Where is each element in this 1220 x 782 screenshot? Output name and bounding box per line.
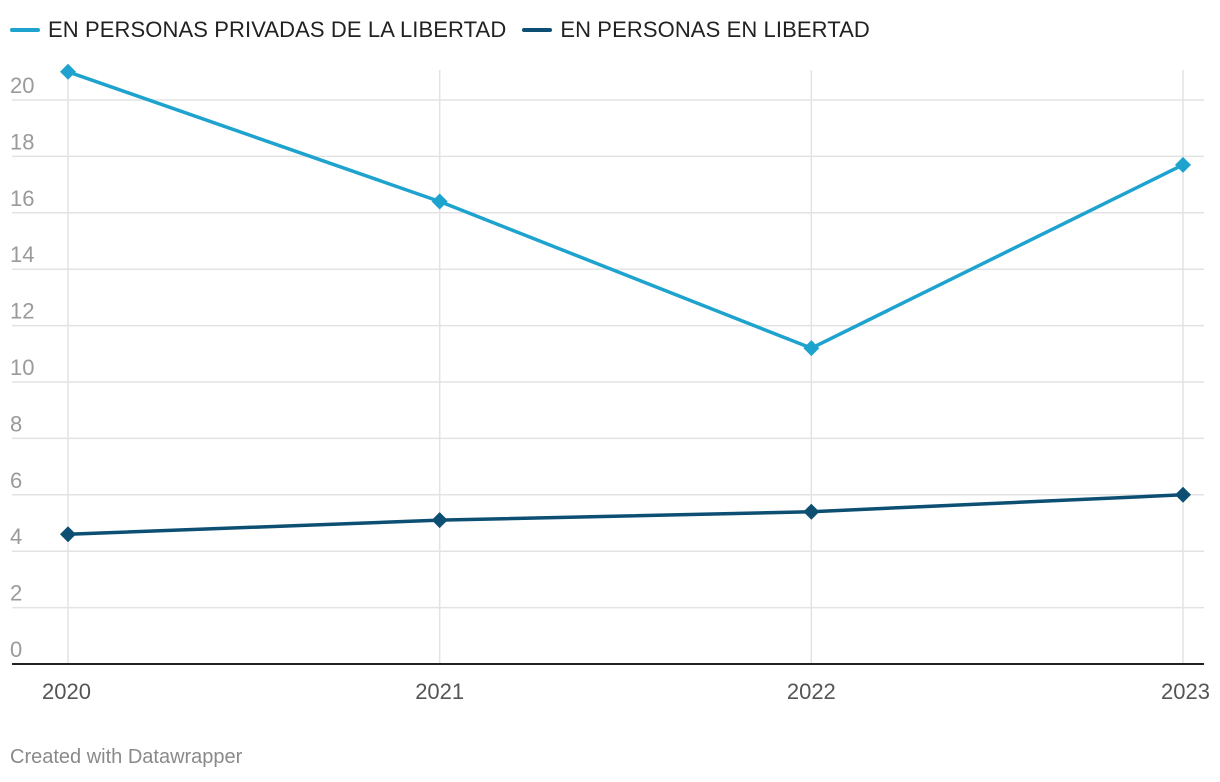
- y-tick-label: 18: [10, 129, 34, 154]
- y-tick-label: 6: [10, 468, 22, 493]
- y-tick-label: 12: [10, 299, 34, 324]
- data-point-marker: [60, 526, 76, 543]
- legend-item-privadas: EN PERSONAS PRIVADAS DE LA LIBERTAD: [10, 17, 506, 43]
- y-axis-ticks: 0 2 4 6 8 10 12 14 16 18 20: [10, 73, 34, 662]
- gridlines: [12, 70, 1204, 664]
- line-chart: 0 2 4 6 8 10 12 14 16 18 20 2020 2021 2022 2023: [10, 63, 1210, 704]
- y-tick-label: 14: [10, 242, 34, 267]
- y-tick-label: 0: [10, 637, 22, 662]
- chart-legend: EN PERSONAS PRIVADAS DE LA LIBERTAD EN P…: [10, 14, 886, 46]
- series-line-1: [66, 493, 1185, 537]
- x-tick-label: 2022: [787, 679, 836, 704]
- series-group: [60, 63, 1191, 543]
- x-tick-label: 2021: [415, 679, 464, 704]
- y-tick-label: 8: [10, 411, 22, 436]
- y-tick-label: 10: [10, 355, 34, 380]
- data-point-marker: [431, 193, 448, 210]
- legend-swatch-privadas: [10, 28, 40, 32]
- data-point-marker: [60, 63, 76, 80]
- y-tick-label: 16: [10, 186, 34, 211]
- legend-swatch-libertad: [522, 28, 553, 32]
- x-tick-label: 2020: [42, 679, 91, 704]
- data-point-marker: [431, 512, 448, 529]
- legend-label-libertad: EN PERSONAS EN LIBERTAD: [560, 17, 870, 42]
- datawrapper-credit: Created with Datawrapper: [10, 746, 243, 768]
- data-point-marker: [1175, 156, 1191, 173]
- x-tick-label: 2023: [1161, 679, 1210, 704]
- x-axis-ticks: 2020 2021 2022 2023: [42, 679, 1210, 704]
- y-tick-label: 20: [10, 73, 34, 98]
- series-line-0: [66, 70, 1185, 350]
- y-tick-label: 2: [10, 581, 22, 606]
- legend-item-libertad: EN PERSONAS EN LIBERTAD: [522, 17, 870, 43]
- data-point-marker: [1175, 486, 1191, 503]
- data-point-marker: [803, 503, 820, 520]
- data-point-marker: [803, 340, 820, 357]
- legend-label-privadas: EN PERSONAS PRIVADAS DE LA LIBERTAD: [48, 17, 507, 42]
- y-tick-label: 4: [10, 524, 22, 549]
